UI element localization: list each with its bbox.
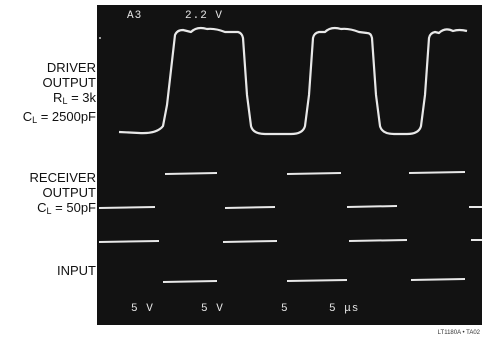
scope-ch1-scale: 5 V (131, 303, 154, 315)
receiver-output-label: RECEIVER OUTPUT CL = 50pF (30, 170, 96, 219)
figure-caption: LT1180A • TA02 (437, 330, 480, 336)
scope-ch2-scale: 5 V (201, 303, 224, 315)
load-resistance-label: RL = 3k (53, 90, 96, 106)
scope-timebase-scale: 5 μs (329, 303, 360, 315)
receiver-output-trace (98, 171, 482, 209)
channel-labels: DRIVER OUTPUT RL = 3k CL = 2500pF RECEIV… (0, 0, 96, 337)
scope-voltage-readout: 2.2 V (185, 10, 224, 22)
driver-output-label: DRIVER OUTPUT RL = 3k CL = 2500pF (23, 60, 96, 128)
input-label: INPUT (57, 263, 96, 278)
input-trace (98, 239, 482, 283)
load-capacitance-label: CL = 2500pF (22, 109, 96, 125)
receiver-capacitance-label: CL = 50pF (37, 200, 96, 216)
scope-ch3-scale: 5 (281, 303, 289, 315)
scope-channel-readout: A3 (127, 10, 143, 22)
waveform-traces (98, 26, 482, 283)
oscilloscope-screen: A3 2.2 V 5 V 5 V 5 5 μs (97, 5, 482, 325)
driver-output-trace (118, 26, 468, 136)
